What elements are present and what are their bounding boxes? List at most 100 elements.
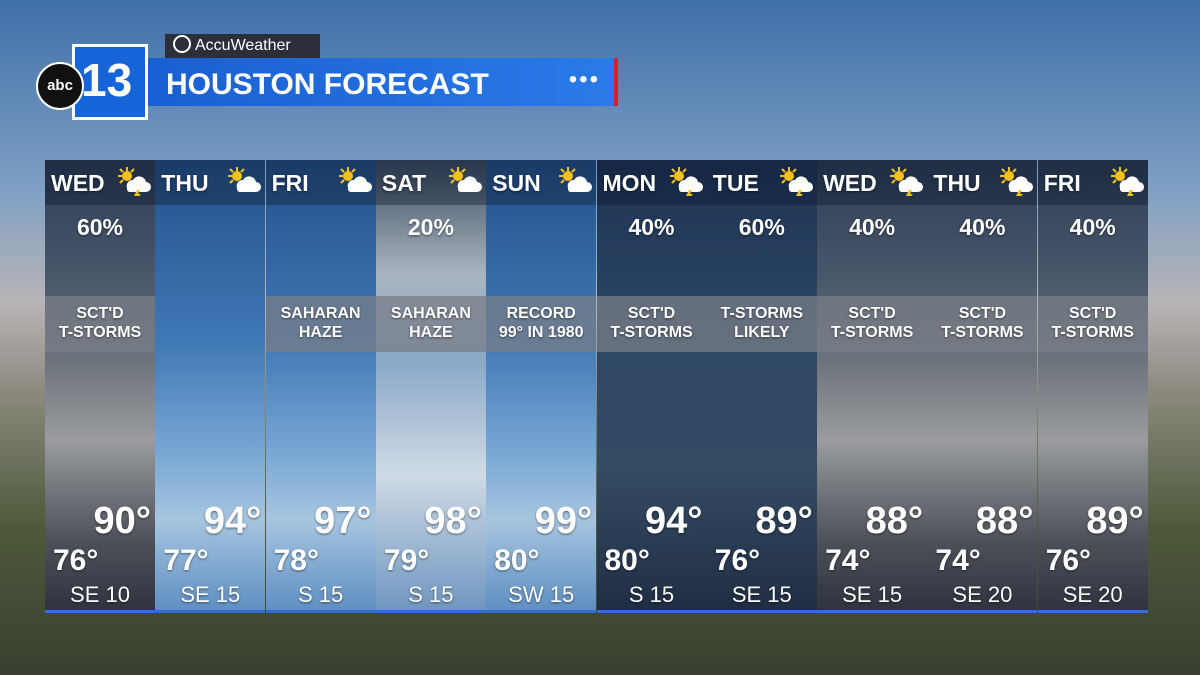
weather-icon [1108, 166, 1144, 201]
day-name: WED [51, 170, 105, 196]
description: HAZE [298, 324, 343, 341]
day-name: THU [161, 170, 209, 196]
description: T-STORMS [1051, 324, 1134, 341]
precip-chance: 40% [1069, 214, 1116, 240]
day-column: MON 40% SCT'D T-STORMS 94° 80° S 15 [596, 160, 707, 613]
wind: SE 15 [180, 582, 241, 607]
description: T-STORMS [720, 305, 803, 322]
precip-chance: 40% [849, 214, 896, 240]
precip-chance: 20% [407, 214, 454, 240]
day-name: SUN [492, 170, 541, 196]
description-band: SCT'D T-STORMS [596, 296, 707, 352]
high-temp: 88° [865, 500, 924, 542]
description-band: T-STORMS LIKELY [706, 296, 817, 352]
high-temp: 98° [424, 500, 482, 542]
low-temp: 77° [163, 544, 209, 577]
description-band: RECORD 99° IN 1980 [486, 296, 597, 352]
description: T-STORMS [58, 324, 142, 341]
day-column: TUE 60% T-STORMS LIKELY 89° 76° SE 15 [706, 160, 817, 613]
day-name: THU [933, 170, 981, 196]
logo-network: abc [36, 62, 84, 110]
brand: AccuWeather [195, 37, 291, 54]
day-column: WED 60% SCT'D T-STORMS 90° 76° SE 10 [45, 160, 155, 613]
weather-icon [667, 166, 703, 201]
low-temp: 79° [383, 544, 430, 577]
description-band: SAHARAN HAZE [265, 296, 376, 352]
description: T-STORMS [610, 324, 693, 341]
description: SCT'D [958, 305, 1007, 322]
description: HAZE [409, 324, 453, 341]
description: T-STORMS [830, 324, 914, 341]
logo-channel: 13 [81, 54, 133, 106]
brand-icon [173, 35, 191, 53]
description: SAHARAN [390, 305, 471, 322]
day-name: SAT [381, 170, 427, 196]
low-temp: 80° [604, 544, 650, 577]
description: SCT'D [848, 305, 896, 322]
day-name: FRI [271, 170, 309, 196]
high-temp: 89° [1086, 500, 1144, 542]
weather-icon [887, 166, 924, 201]
wind: SE 10 [70, 582, 130, 607]
title: HOUSTON FORECAST [166, 68, 489, 101]
weather-icon [336, 166, 372, 201]
description: SCT'D [1069, 305, 1117, 322]
day-name: MON [602, 170, 657, 196]
brand-tag: AccuWeather [165, 34, 320, 58]
wind: S 15 [628, 582, 675, 607]
day-name: WED [823, 170, 877, 196]
day-column: FRI 40% SCT'D T-STORMS 89° 76° SE 20 [1037, 160, 1148, 613]
high-temp: 90° [93, 500, 151, 542]
high-temp: 94° [203, 500, 262, 542]
low-temp: 76° [714, 544, 761, 577]
description-band: SCT'D T-STORMS [45, 296, 155, 352]
high-temp: 88° [975, 500, 1034, 542]
precip-chance: 40% [959, 214, 1006, 240]
description-band: SAHARAN HAZE [375, 296, 486, 352]
low-temp: 76° [1045, 544, 1092, 577]
description: SAHARAN [280, 305, 361, 322]
wind: SE 15 [842, 582, 903, 607]
day-column: SAT 20% SAHARAN HAZE 98° 79° S 15 [375, 160, 486, 613]
description: SCT'D [627, 305, 676, 322]
day-column: THU 94° 77° SE 15 [155, 160, 266, 613]
high-temp: 89° [755, 500, 813, 542]
description: LIKELY [734, 324, 790, 341]
wind: S 15 [297, 582, 344, 607]
description-band: SCT'D T-STORMS [817, 296, 928, 352]
weather-icon [225, 166, 262, 201]
weather-icon [115, 166, 151, 201]
description-band: SCT'D T-STORMS [1037, 296, 1148, 352]
precip-chance: 60% [738, 214, 785, 240]
low-temp: 80° [494, 544, 540, 577]
description: SCT'D [76, 305, 124, 322]
title-bar: HOUSTON FORECAST ••• [148, 58, 618, 106]
description: T-STORMS [941, 324, 1024, 341]
precip-chance: 60% [76, 214, 124, 240]
wind: S 15 [408, 582, 454, 607]
wind: SW 15 [508, 582, 575, 607]
weather-icon [997, 166, 1034, 201]
wind: SE 20 [952, 582, 1013, 607]
day-column: WED 40% SCT'D T-STORMS 88° 74° SE 15 [817, 160, 928, 613]
low-temp: 76° [53, 544, 99, 577]
day-column: THU 40% SCT'D T-STORMS 88° 74° SE 20 [927, 160, 1038, 613]
high-temp: 97° [314, 500, 372, 542]
low-temp: 74° [825, 544, 871, 577]
weather-icon [446, 166, 482, 201]
low-temp: 78° [273, 544, 319, 577]
day-name: TUE [712, 170, 759, 196]
day-column: FRI SAHARAN HAZE 97° 78° S 15 [265, 160, 376, 613]
weather-icon [777, 166, 813, 201]
day-name: FRI [1043, 170, 1081, 196]
low-temp: 74° [935, 544, 981, 577]
precip-chance: 40% [628, 214, 675, 240]
description: 99° IN 1980 [498, 324, 584, 341]
high-temp: 94° [645, 500, 703, 542]
description: RECORD [506, 305, 576, 322]
description-band: SCT'D T-STORMS [927, 296, 1038, 352]
high-temp: 99° [534, 500, 593, 542]
menu-dots: ••• [568, 66, 600, 93]
logo-box: 13 [72, 44, 148, 120]
